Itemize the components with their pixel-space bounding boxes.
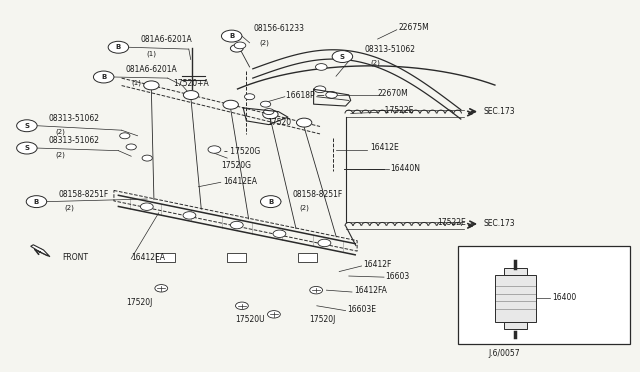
Bar: [227, 253, 246, 262]
Circle shape: [108, 41, 129, 53]
Text: (2): (2): [55, 151, 65, 157]
Bar: [156, 253, 175, 262]
Text: 08158-8251F: 08158-8251F: [292, 190, 343, 199]
Circle shape: [155, 285, 168, 292]
Circle shape: [183, 212, 196, 219]
Text: 081A6-6201A: 081A6-6201A: [125, 65, 177, 74]
Text: (1): (1): [147, 50, 157, 57]
Circle shape: [262, 110, 278, 119]
Circle shape: [268, 311, 280, 318]
Text: 16618P —: 16618P —: [286, 92, 324, 100]
Circle shape: [244, 94, 255, 100]
Text: – 17520G: – 17520G: [224, 147, 260, 155]
Text: SEC.173: SEC.173: [483, 107, 515, 116]
Text: 08313-51062: 08313-51062: [49, 114, 100, 123]
Text: 081A6-6201A: 081A6-6201A: [140, 35, 192, 44]
Text: S: S: [24, 145, 29, 151]
Circle shape: [230, 221, 243, 229]
Polygon shape: [31, 245, 50, 257]
Text: —17522E: —17522E: [378, 106, 414, 115]
Text: 16412F: 16412F: [364, 260, 392, 269]
Text: 16603E: 16603E: [348, 305, 376, 314]
Text: 22670M: 22670M: [378, 89, 408, 97]
Text: B: B: [229, 33, 234, 39]
Circle shape: [316, 64, 327, 70]
Circle shape: [310, 286, 323, 294]
Text: 17520+A: 17520+A: [173, 79, 209, 88]
Circle shape: [140, 203, 153, 211]
Text: (1): (1): [132, 80, 142, 86]
Circle shape: [93, 71, 114, 83]
Text: B: B: [101, 74, 106, 80]
Text: 16412FA: 16412FA: [354, 286, 387, 295]
Circle shape: [296, 118, 312, 127]
Text: (2): (2): [65, 205, 74, 211]
Text: 22675M: 22675M: [398, 23, 429, 32]
Circle shape: [17, 142, 37, 154]
Circle shape: [183, 91, 198, 100]
Text: 16412EA: 16412EA: [223, 177, 257, 186]
Circle shape: [221, 30, 242, 42]
Bar: [504, 322, 527, 329]
Circle shape: [318, 239, 331, 247]
Bar: [458, 246, 630, 344]
Circle shape: [17, 120, 37, 132]
Text: 17520J: 17520J: [309, 315, 335, 324]
Text: FRONT: FRONT: [62, 253, 88, 262]
Text: B: B: [116, 44, 121, 50]
Circle shape: [126, 144, 136, 150]
Circle shape: [234, 42, 246, 49]
Circle shape: [143, 81, 159, 90]
Circle shape: [120, 133, 130, 139]
Circle shape: [332, 51, 353, 62]
Text: SEC.173: SEC.173: [483, 219, 515, 228]
Bar: [298, 253, 317, 262]
Text: 16603: 16603: [385, 272, 410, 281]
Circle shape: [326, 92, 337, 98]
Circle shape: [142, 155, 152, 161]
Text: J.6/0057: J.6/0057: [488, 349, 520, 358]
Circle shape: [314, 86, 326, 93]
Text: 17520U: 17520U: [236, 315, 265, 324]
Text: (2): (2): [299, 205, 308, 211]
Text: 17522E: 17522E: [437, 218, 466, 227]
Circle shape: [26, 196, 47, 208]
Text: 16412EA: 16412EA: [131, 253, 165, 262]
Text: S: S: [340, 54, 345, 60]
Circle shape: [223, 100, 239, 109]
Circle shape: [208, 146, 221, 153]
Text: 08156-61233: 08156-61233: [253, 24, 305, 33]
Bar: [504, 268, 527, 275]
Text: (2): (2): [371, 60, 380, 66]
Text: 08313-51062: 08313-51062: [49, 136, 100, 145]
Text: B: B: [34, 199, 39, 205]
Circle shape: [236, 302, 248, 310]
Text: 16440N: 16440N: [390, 164, 420, 173]
Text: 16400: 16400: [552, 293, 577, 302]
Text: 08313-51062: 08313-51062: [364, 45, 415, 54]
Text: 17520J: 17520J: [126, 298, 152, 307]
Text: S: S: [24, 123, 29, 129]
Circle shape: [260, 196, 281, 208]
Text: 17520: 17520: [268, 118, 292, 126]
Circle shape: [273, 230, 286, 237]
Text: (2): (2): [260, 39, 269, 45]
Circle shape: [264, 109, 274, 115]
Text: 08158-8251F: 08158-8251F: [58, 190, 109, 199]
Circle shape: [260, 101, 271, 107]
Text: 16412E: 16412E: [370, 143, 399, 152]
Text: (2): (2): [55, 129, 65, 135]
Text: 17520G: 17520G: [221, 161, 251, 170]
Bar: [495, 275, 536, 322]
Text: B: B: [268, 199, 273, 205]
Circle shape: [230, 45, 243, 52]
